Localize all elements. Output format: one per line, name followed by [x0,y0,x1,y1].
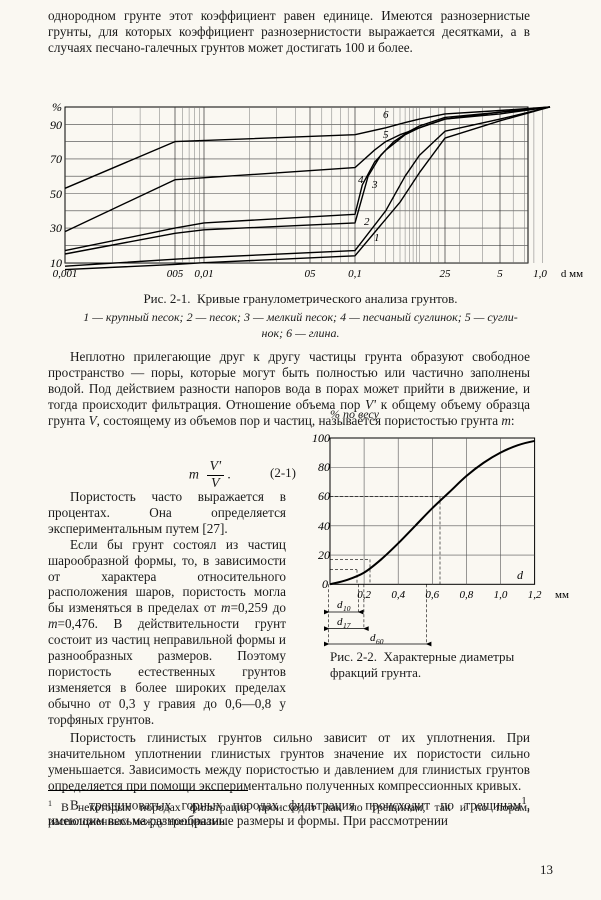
svg-text:60: 60 [376,637,384,646]
svg-text:10: 10 [343,604,351,613]
svg-text:40: 40 [318,519,330,533]
svg-text:1,0: 1,0 [494,589,508,601]
svg-text:0,2: 0,2 [357,589,371,601]
svg-text:20: 20 [318,548,330,562]
svg-text:0,6: 0,6 [425,589,439,601]
svg-text:d: d [517,568,524,582]
svg-text:0,8: 0,8 [460,589,474,601]
svg-text:0: 0 [322,577,328,591]
svg-text:0,4: 0,4 [391,589,405,601]
svg-text:100: 100 [312,431,330,445]
svg-text:мм: мм [555,589,569,601]
svg-text:1,2: 1,2 [528,589,542,601]
svg-text:60: 60 [318,489,330,503]
svg-text:80: 80 [318,460,330,474]
svg-text:17: 17 [343,621,351,630]
